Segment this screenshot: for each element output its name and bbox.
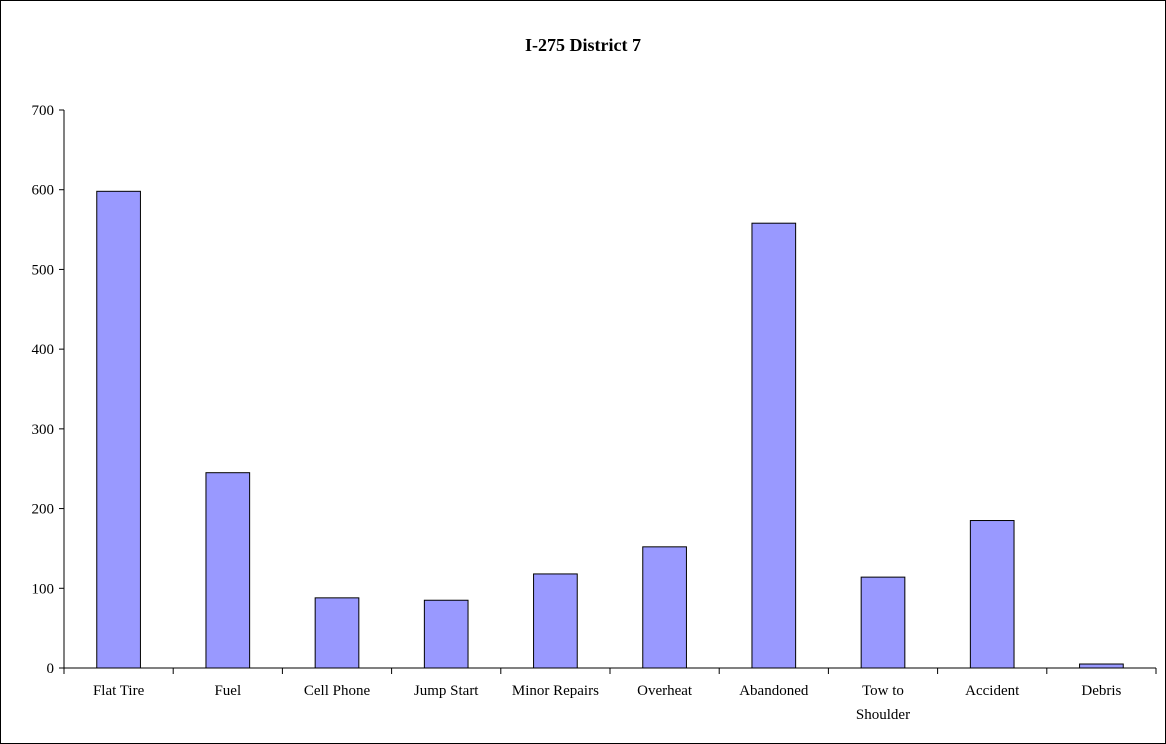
bar-jump-start <box>423 599 469 669</box>
x-tick-label-line: Flat Tire <box>93 683 145 699</box>
bar-abandoned <box>751 222 797 669</box>
y-tick-label: 400 <box>32 342 55 358</box>
bar-debris <box>1079 663 1124 669</box>
y-tick-label: 0 <box>47 661 55 677</box>
chart-title: I-275 District 7 <box>525 35 641 55</box>
x-tick-label-line: Minor Repairs <box>512 683 599 699</box>
x-tick-label-line: Shoulder <box>856 707 910 723</box>
x-tick-label-line: Fuel <box>214 683 241 699</box>
y-tick-label: 700 <box>32 103 55 119</box>
x-tick-label: Cell Phone <box>304 683 371 699</box>
bar-cell-phone <box>314 597 360 669</box>
y-tick-label: 600 <box>32 183 55 199</box>
x-tick-label-line: Cell Phone <box>304 683 371 699</box>
x-tick-label: Fuel <box>214 683 241 699</box>
x-tick-label-line: Accident <box>965 683 1020 699</box>
bar-accident <box>969 520 1015 669</box>
y-tick-label: 100 <box>32 581 55 597</box>
bar-tow-to-shoulder <box>860 576 906 669</box>
x-tick-label: Minor Repairs <box>512 683 599 699</box>
x-tick-label: Tow to Shoulder <box>856 683 910 723</box>
bar-fuel <box>205 472 251 669</box>
y-tick-label: 200 <box>32 502 55 518</box>
x-tick-label-line: Debris <box>1081 683 1121 699</box>
plot-area: 0 100 200 300 400 500 600 700 Flat Tire Fuel Cell … <box>32 103 1157 723</box>
x-tick-label-line: Overheat <box>637 683 693 699</box>
x-tick-label-line: Abandoned <box>739 683 809 699</box>
y-tick-label: 500 <box>32 262 55 278</box>
bar-minor-repairs <box>533 573 578 669</box>
x-tick-label: Jump Start <box>414 683 479 699</box>
x-tick-label: Accident <box>965 683 1020 699</box>
x-tick-label: Overheat <box>637 683 693 699</box>
bar-overheat <box>642 546 687 669</box>
x-tick-label-line: Tow to <box>862 683 904 699</box>
x-tick-label: Abandoned <box>739 683 809 699</box>
x-tick-label: Debris <box>1081 683 1121 699</box>
x-tick-label-line: Jump Start <box>414 683 479 699</box>
x-tick-label: Flat Tire <box>93 683 145 699</box>
bar-flat-tire <box>96 190 141 669</box>
y-tick-label: 300 <box>32 422 55 438</box>
